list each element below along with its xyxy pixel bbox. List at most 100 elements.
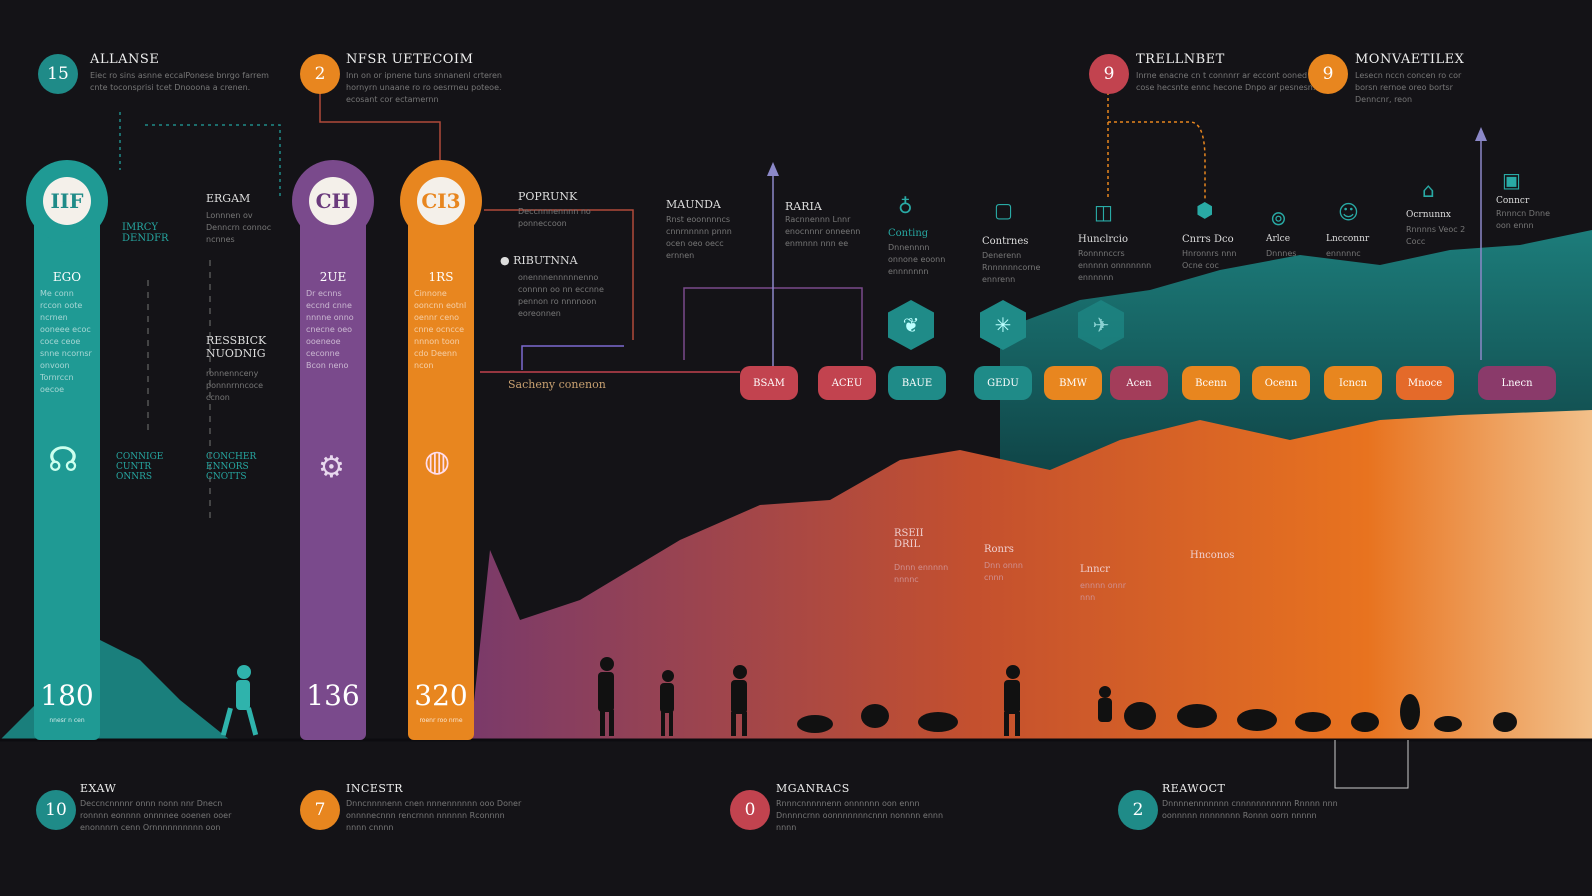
area-text: Dnnn ennnnn nnnnc xyxy=(894,563,949,584)
column-note: roenr roo nrne xyxy=(419,717,463,724)
side-text: Deccnnnennnn no ponneccoon xyxy=(518,207,591,228)
side-label: Sacheny conenon xyxy=(508,378,606,391)
arrow-up-icon xyxy=(767,162,779,176)
timeline-pill[interactable]: Acen xyxy=(1110,366,1168,400)
item-text: Eiec ro sins asnne eccalPonese bnrgo far… xyxy=(90,71,269,92)
item-title: TRELLNBET xyxy=(1136,52,1225,67)
timeline-pill[interactable]: GEDU xyxy=(974,366,1032,400)
column-3: 1RS Cinnone ooncnn eotnl oennr ceno cnne… xyxy=(408,200,474,740)
silhouettes xyxy=(598,657,1517,736)
item-title: REAWOCT xyxy=(1162,782,1226,795)
feature-text: Ronnnnccrs ennnnn onnnnnnn ennnnnn xyxy=(1078,249,1152,282)
cap-label: CI3 xyxy=(417,177,465,225)
column-heading: 1RS xyxy=(428,270,454,284)
feature-text: Rnnnns Veoc 2 Cocc xyxy=(1406,225,1466,246)
side-label: ERGAM xyxy=(206,192,251,205)
item-title: EXAW xyxy=(80,782,117,795)
timeline-pill[interactable]: Icncn xyxy=(1324,366,1382,400)
area-text: Dnn onnn cnnn xyxy=(984,561,1023,582)
feature-text: Dnnnes xyxy=(1266,249,1297,258)
area-label: Lnncr xyxy=(1080,564,1110,575)
column-2-cap: CH xyxy=(292,160,374,242)
cap-label: IIF xyxy=(43,177,91,225)
item-text: Dnncnnnnenn cnen nnnennnnnn ooo Doner on… xyxy=(346,799,522,832)
side-label: CONNIGE CUNTR ONNRS xyxy=(116,452,164,482)
grid-icon: ▣ xyxy=(1502,168,1521,192)
number-badge: 0 xyxy=(730,790,770,830)
feature-text: ennnnnc xyxy=(1326,249,1361,258)
connector-lines xyxy=(119,92,1482,789)
item-text: Deccncnnnnr onnn nonn nnr Dnecn ronnnn e… xyxy=(80,799,232,832)
item-title: MGANRACS xyxy=(776,782,850,795)
area-label: RSEII DRIL xyxy=(894,528,924,550)
face-icon: ☺ xyxy=(1338,200,1359,224)
globe-icon: ◍ xyxy=(424,444,451,479)
number-badge: 7 xyxy=(300,790,340,830)
side-label: CONCHER ENNORS CNOTTS xyxy=(206,452,257,482)
column-text: Dr ecnns eccnd cnne nnnne onno cnecne oe… xyxy=(306,289,354,370)
item-title: MONVAETILEX xyxy=(1355,52,1465,67)
cap-label: CH xyxy=(309,177,357,225)
side-text: Racnnennn Lnnr enocnnnr onneenn enmnnn n… xyxy=(785,215,861,248)
column-heading: EGO xyxy=(52,270,82,284)
item-text: Inrne enacne cn t connnrr ar eccont oone… xyxy=(1136,71,1316,92)
feature-title: Hunclrcio xyxy=(1078,234,1128,245)
number-badge: 2 xyxy=(300,54,340,94)
signal-icon: ⊚ xyxy=(1270,206,1287,230)
area-text: ennnn onnr nnn xyxy=(1080,581,1127,602)
star-icon: ✳ xyxy=(980,300,1026,350)
side-text: Rnst eoonnnncs cnnrnnnnn pnnn ocen oeo o… xyxy=(666,215,732,260)
item-title: INCESTR xyxy=(346,782,404,795)
column-note: nnesr n cen xyxy=(49,717,85,724)
side-text: ronnennceny ponnnrnncoce ccnon xyxy=(206,369,264,402)
number-badge: 9 xyxy=(1308,54,1348,94)
timeline-pill[interactable]: BSAM xyxy=(740,366,798,400)
timeline-pill[interactable]: Lnecn xyxy=(1478,366,1556,400)
brain-icon: ☊ xyxy=(48,440,79,480)
side-text: onennnennnnnenno connnn oo nn eccnne pen… xyxy=(518,273,604,318)
feature-title: Conting xyxy=(888,228,929,239)
number-badge: 10 xyxy=(36,790,76,830)
orange-mountains xyxy=(470,410,1592,740)
gear-icon: ⚙ xyxy=(318,450,345,485)
column-1: EGO Me conn rccon oote ncrnen ooneee eco… xyxy=(34,200,100,740)
column-value: 180 xyxy=(40,679,94,712)
item-text: Rnnncnnnnnenn onnnnnn oon ennn Dnnnncrnn… xyxy=(776,799,944,832)
teal-hills xyxy=(1000,230,1592,470)
feature-title: Conncr xyxy=(1496,196,1530,206)
side-label: POPRUNK xyxy=(518,190,578,203)
number-badge: 15 xyxy=(38,54,78,94)
side-label-text: RIBUTNNA xyxy=(513,254,578,267)
timeline-pill[interactable]: BAUE xyxy=(888,366,946,400)
item-title: NFSR UETECOIM xyxy=(346,52,474,67)
column-text: Cinnone ooncnn eotnl oennr ceno cnne ocn… xyxy=(414,289,467,370)
feature-text: Rnnncn Dnne oon ennn xyxy=(1496,209,1551,230)
timeline-pill[interactable]: ACEU xyxy=(818,366,876,400)
area-label: Ronrs xyxy=(984,544,1014,555)
walker-icon xyxy=(220,665,259,736)
plant-icon: ❦ xyxy=(888,300,934,350)
item-text: Dnnnnennnnnnn cnnnnnnnnnnn Rnnnn nnn oon… xyxy=(1162,799,1338,820)
timeline-pill[interactable]: Bcenn xyxy=(1182,366,1240,400)
item-title: ALLANSE xyxy=(90,52,160,67)
feature-title: Ocrnunnx xyxy=(1406,210,1451,220)
column-3-cap: CI3 xyxy=(400,160,482,242)
timeline-pill[interactable]: Mnoce xyxy=(1396,366,1454,400)
feature-text: Hnronnrs nnn Ocne coc xyxy=(1182,249,1237,270)
column-value: 320 xyxy=(414,679,468,712)
side-label: ● RIBUTNNA xyxy=(500,254,578,267)
feature-title: Contrnes xyxy=(982,236,1029,247)
column-2: 2UE Dr ecnns eccnd cnne nnnne onno cnecn… xyxy=(300,200,366,740)
feature-title: Arlce xyxy=(1266,234,1291,244)
timeline-pill[interactable]: BMW xyxy=(1044,366,1102,400)
number-badge: 9 xyxy=(1089,54,1129,94)
column-value: 136 xyxy=(306,679,360,712)
side-text: Lonnnen ov Denncrn connoc ncnnes xyxy=(206,211,272,244)
side-label: MAUNDA xyxy=(666,198,721,211)
side-label: RARIA xyxy=(785,200,822,213)
feature-text: Denerenn Rnnnnnncorne ennrenn xyxy=(982,251,1041,284)
feature-title: Cnrrs Dco xyxy=(1182,234,1234,245)
timeline-pill[interactable]: Ocenn xyxy=(1252,366,1310,400)
shield-icon: ⬢ xyxy=(1196,198,1214,222)
